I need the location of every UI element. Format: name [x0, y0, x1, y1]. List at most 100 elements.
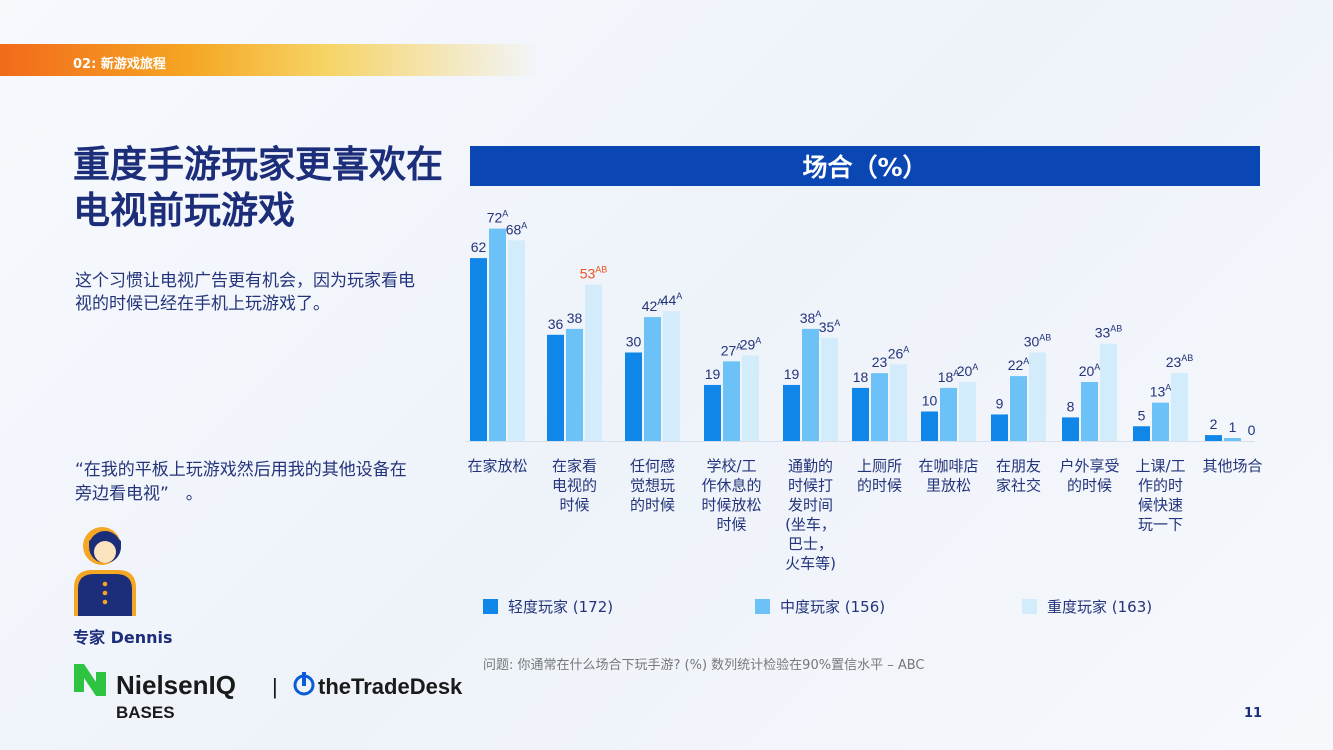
- sig-marker-s2-c6: A: [972, 362, 978, 372]
- data-label-s0-c10: 2: [1210, 416, 1218, 432]
- category-label-9-line-2: 候快速: [1138, 496, 1183, 514]
- category-label-0-line-0: 在家放松: [467, 457, 527, 475]
- sig-marker-s2-c8: AB: [1110, 324, 1122, 334]
- bar-s0-c5: [852, 387, 869, 441]
- sig-marker-s2-c5: A: [903, 344, 909, 354]
- data-label-s0-c0: 62: [471, 239, 487, 255]
- section-ribbon: [0, 44, 540, 76]
- bar-s2-c3: [742, 355, 759, 441]
- category-label-5: 上厕所的时候: [857, 457, 902, 495]
- data-label-s2-c3: 29A: [740, 335, 762, 352]
- category-label-2: 任何感觉想玩的时候: [630, 457, 675, 514]
- category-label-1: 在家看电视的时候: [552, 457, 597, 514]
- legend-label-medium: 中度玩家 (156): [780, 598, 886, 616]
- data-label-s0-c8: 8: [1067, 398, 1075, 414]
- sig-marker-s2-c1: AB: [595, 265, 607, 275]
- sig-marker-s1-c2: A: [657, 297, 663, 307]
- sig-marker-s2-c9: AB: [1181, 353, 1193, 363]
- bar-s0-c9: [1133, 426, 1150, 441]
- bar-s2-c2: [663, 311, 680, 441]
- category-label-9-line-1: 作的时: [1138, 477, 1183, 495]
- sig-marker-s2-c3: A: [755, 335, 761, 345]
- data-label-s2-c6: 20A: [957, 362, 979, 379]
- bar-s0-c2: [625, 352, 642, 441]
- bar-s2-c1: [585, 284, 602, 441]
- category-label-4-line-0: 通勤的: [788, 457, 833, 475]
- legend-item-medium: 中度玩家 (156): [755, 596, 885, 617]
- bar-s1-c0: [489, 228, 506, 441]
- legend-item-light: 轻度玩家 (172): [483, 596, 613, 617]
- section-label: 02: 新游戏旅程: [73, 57, 166, 72]
- footer-logos: NielsenIQ BASES | theTradeDesk: [74, 664, 463, 722]
- data-label-s0-c2: 30: [626, 334, 642, 350]
- data-label-s1-c7: 22A: [1008, 356, 1030, 373]
- bar-s2-c7: [1029, 352, 1046, 441]
- data-label-s2-c0: 68A: [506, 220, 528, 237]
- category-label-1-line-2: 时候: [559, 496, 589, 514]
- bar-s2-c6: [959, 382, 976, 441]
- bar-s0-c7: [991, 414, 1008, 441]
- data-label-s0-c4: 19: [784, 366, 800, 382]
- bar-s0-c1: [547, 334, 564, 441]
- category-label-9-line-0: 上课/工: [1135, 457, 1185, 475]
- category-label-8-line-0: 户外享受: [1059, 457, 1119, 475]
- data-label-s2-c1: 53AB: [580, 265, 608, 282]
- bar-s0-c4: [783, 384, 800, 441]
- bar-s1-c3: [723, 361, 740, 441]
- expert-name: 专家 Dennis: [73, 628, 173, 647]
- data-label-s1-c1: 38: [567, 310, 583, 326]
- bar-s1-c2: [644, 317, 661, 441]
- sig-marker-s2-c2: A: [676, 291, 682, 301]
- category-label-9-line-3: 玩一下: [1138, 516, 1183, 534]
- logo-separator: |: [272, 674, 278, 699]
- category-label-7-line-1: 家社交: [996, 477, 1041, 495]
- sig-marker-s1-c9: A: [1165, 383, 1171, 393]
- sig-marker-s2-c7: AB: [1039, 333, 1051, 343]
- data-label-s0-c6: 10: [922, 393, 938, 409]
- bar-s1-c9: [1152, 402, 1169, 441]
- legend-label-light: 轻度玩家 (172): [508, 598, 614, 616]
- category-label-3-line-2: 时候放松: [701, 496, 761, 514]
- nielseniq-wordmark: NielsenIQ: [116, 670, 236, 700]
- category-label-10: 其他场合: [1202, 457, 1262, 475]
- sig-marker-s1-c4: A: [815, 309, 821, 319]
- category-label-6-line-0: 在咖啡店: [918, 457, 978, 475]
- category-label-9: 上课/工作的时候快速玩一下: [1135, 457, 1185, 534]
- legend-swatch-medium: [755, 599, 770, 614]
- sig-marker-s1-c8: A: [1094, 362, 1100, 372]
- nielseniq-logo-icon: [74, 664, 106, 696]
- category-label-2-line-1: 觉想玩: [630, 477, 675, 495]
- category-label-4: 通勤的时候打发时间 (坐车，巴士， 火车等): [785, 457, 836, 573]
- page-number: 11: [1244, 706, 1263, 721]
- intro-text: 这个习惯让电视广告更有机会，因为玩家看电视的时候已经在手机上玩游戏了。: [75, 271, 415, 314]
- data-label-s0-c7: 9: [996, 395, 1004, 411]
- data-label-s1-c10: 1: [1229, 419, 1237, 435]
- data-label-s0-c5: 18: [853, 369, 869, 385]
- expert-avatar-icon: [74, 527, 136, 616]
- bar-s2-c0: [508, 240, 525, 441]
- bar-s1-c5: [871, 373, 888, 441]
- category-label-2-line-0: 任何感: [630, 457, 675, 475]
- sig-marker-s2-c4: A: [834, 318, 840, 328]
- category-label-5-line-1: 的时候: [857, 477, 902, 495]
- category-label-10-line-0: 其他场合: [1202, 457, 1262, 475]
- data-label-s0-c1: 36: [548, 316, 564, 332]
- bar-s2-c4: [821, 337, 838, 441]
- category-label-0: 在家放松: [467, 457, 527, 475]
- chart-title: 场合（%）: [470, 146, 1260, 186]
- sig-marker-s1-c3: A: [736, 341, 742, 351]
- data-label-s2-c5: 26A: [888, 344, 910, 361]
- data-label-s2-c8: 33AB: [1095, 324, 1123, 341]
- bar-s0-c6: [921, 411, 938, 441]
- data-label-s2-c2: 44A: [661, 291, 683, 308]
- data-label-s2-c4: 35A: [819, 318, 841, 335]
- expert-quote: “在我的平板上玩游戏然后用我的其他设备在旁边看电视” 。: [75, 460, 407, 504]
- page-title: 重度手游玩家更喜欢在电视前玩游戏: [73, 143, 443, 232]
- category-label-6-line-1: 里放松: [926, 477, 971, 495]
- source-note: 问题: 你通常在什么场合下玩手游? (%) 数列统计检验在90%置信水平 – A…: [483, 658, 925, 673]
- data-label-s0-c3: 19: [705, 366, 721, 382]
- category-label-5-line-0: 上厕所: [857, 457, 902, 475]
- sig-marker-s1-c7: A: [1023, 356, 1029, 366]
- bar-s1-c10: [1224, 438, 1241, 441]
